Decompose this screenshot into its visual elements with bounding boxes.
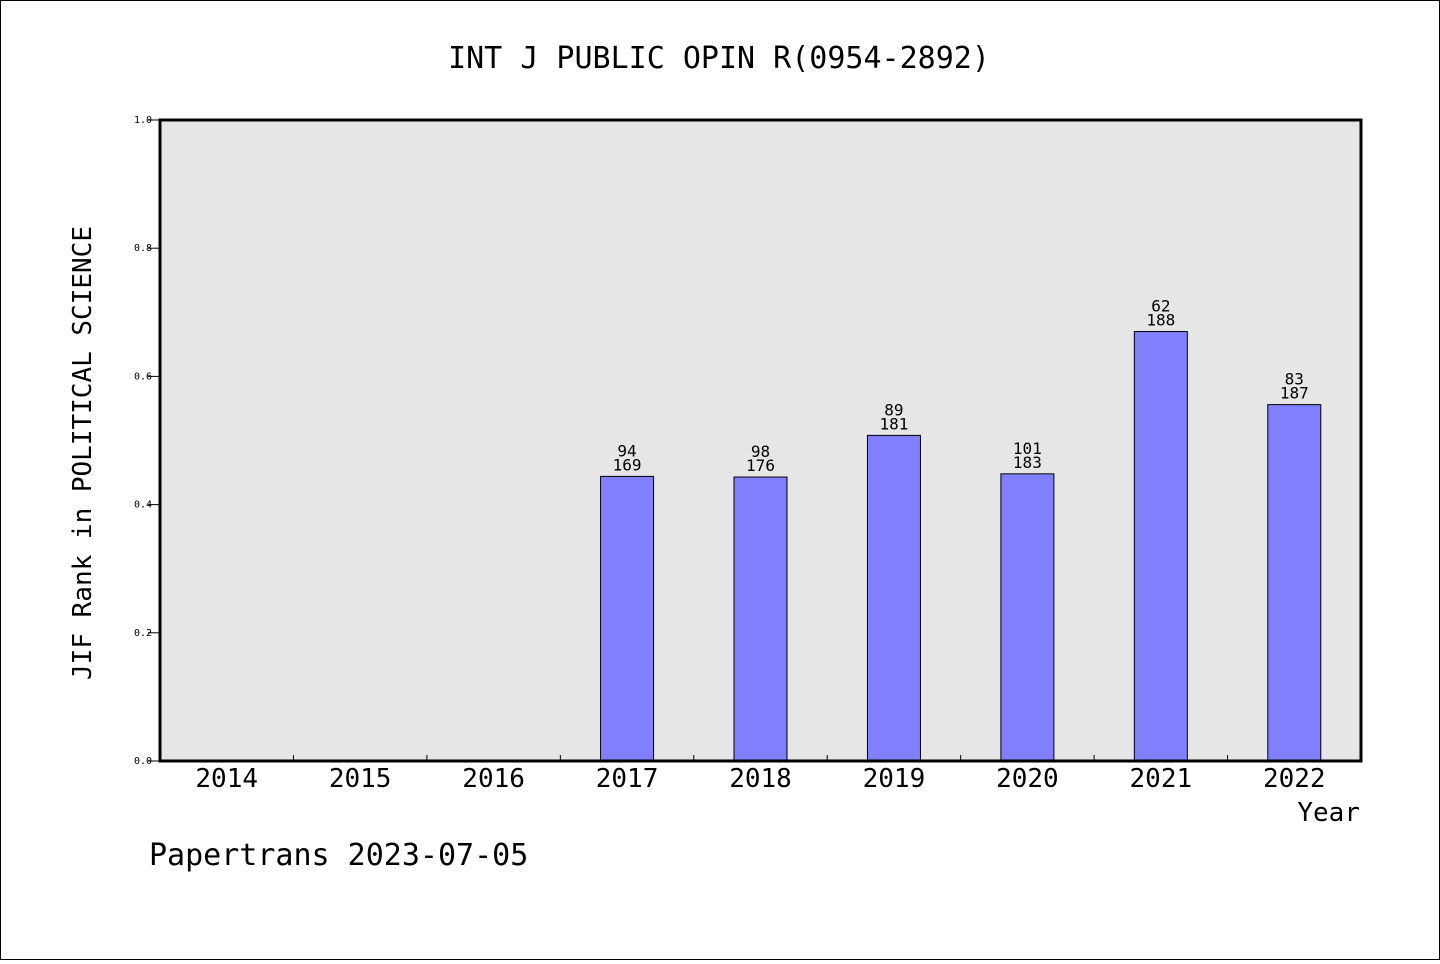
x-tick-label: 2021 <box>1130 764 1193 794</box>
x-tick-label: 2016 <box>462 764 525 794</box>
y-tick-label: 0.2 <box>134 628 152 639</box>
bar-total-label: 169 <box>613 455 642 474</box>
chart-title: INT J PUBLIC OPIN R(0954-2892) <box>448 41 990 76</box>
bar-total-label: 187 <box>1280 384 1309 403</box>
bar-total-label: 176 <box>746 456 775 475</box>
y-tick-label: 0.8 <box>134 243 152 254</box>
bar-rank-label: 98 <box>751 442 770 461</box>
x-tick-label: 2020 <box>996 764 1059 794</box>
bar <box>1133 331 1188 762</box>
footer-credit: Papertrans 2023-07-05 <box>149 838 528 873</box>
x-tick-label: 2019 <box>863 764 926 794</box>
y-tick-label: 0.6 <box>134 371 152 382</box>
y-axis-label: JIF Rank in POLITICAL SCIENCE <box>68 226 98 680</box>
bar <box>733 476 788 762</box>
x-tick-label: 2022 <box>1263 764 1326 794</box>
x-tick-label: 2015 <box>329 764 392 794</box>
bar-rank-label: 83 <box>1285 370 1304 389</box>
y-tick-label: 1.0 <box>134 115 152 126</box>
bar-rank-label: 62 <box>1151 297 1170 316</box>
plot-frame <box>158 118 1363 763</box>
x-axis-label: Year <box>1297 798 1360 828</box>
x-tick-label: 2018 <box>729 764 792 794</box>
bar-rank-label: 89 <box>884 400 903 419</box>
x-tick-label: 2014 <box>195 764 258 794</box>
ticks-layer: 0.0 0.2 0.4 0.6 0.8 1.0 2014 2015 2016 2017 2018 20… <box>134 115 1326 794</box>
bar-rank-label: 101 <box>1013 439 1042 458</box>
bar-rank-label: 94 <box>617 441 636 460</box>
bar <box>600 475 655 762</box>
y-tick-label: 0.0 <box>134 756 152 767</box>
bar-total-label: 183 <box>1013 453 1042 472</box>
bar <box>1000 473 1055 762</box>
bar <box>866 434 921 762</box>
bar-total-label: 181 <box>879 414 908 433</box>
bar <box>1267 404 1322 762</box>
x-tick-label: 2017 <box>596 764 659 794</box>
bar-total-label: 188 <box>1146 311 1175 330</box>
y-tick-label: 0.4 <box>134 500 152 511</box>
